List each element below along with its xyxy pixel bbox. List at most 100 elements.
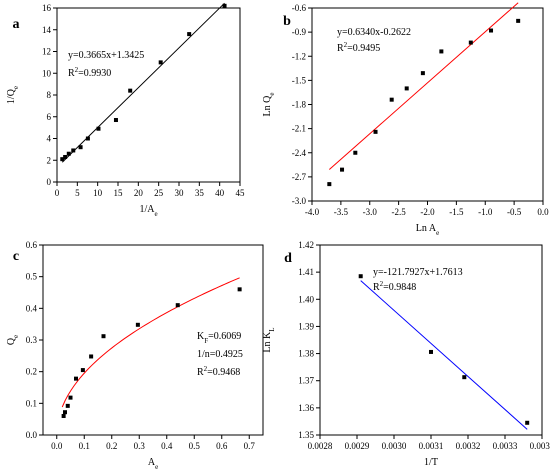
data-point: [327, 182, 332, 187]
y-tick-label: 0.0: [26, 430, 38, 440]
chart-panel-b: -4.0 -3.5 -3.0 -2.5 -2.0 -1.5 -1.0 -0.5 0.0 -3.0 -…: [262, 2, 549, 237]
y-tick-label: 0.2: [26, 367, 37, 377]
x-tick-label: 0.0: [51, 441, 63, 451]
fit-annotation: R2=0.9848: [373, 280, 416, 293]
y-tick-label: -1.5: [292, 75, 307, 85]
data-point: [222, 3, 227, 8]
y-tick-label: 0.4: [26, 303, 38, 313]
y-tick-label: 0.6: [26, 240, 38, 250]
x-tick-label: 0.6: [216, 441, 228, 451]
x-tick-label: -3.5: [334, 207, 349, 217]
data-point: [187, 32, 192, 37]
x-tick-label: 0.2: [106, 441, 117, 451]
plot-frame: [56, 7, 241, 183]
x-tick-label: 0.3: [134, 441, 146, 451]
x-tick-label: 0.1: [79, 441, 90, 451]
data-point: [128, 88, 133, 93]
chart-panel-d: 0.0028 0.0029 0.0030 0.0031 0.0032 0.0033 0.00…: [262, 240, 550, 468]
y-tick-label: 1.42: [298, 240, 314, 250]
x-tick-label: -1.5: [449, 207, 464, 217]
data-point: [135, 322, 140, 327]
x-axis-label: Ln Ae: [416, 223, 439, 237]
y-tick-label: 1.36: [298, 403, 314, 413]
y-tick-label: -2.4: [292, 148, 307, 158]
y-tick-label: 0.5: [26, 272, 38, 282]
x-tick-label: 15: [114, 188, 124, 198]
y-tick-label: 1.38: [298, 349, 314, 359]
y-tick-label: 0: [47, 177, 52, 187]
x-tick-label: 20: [134, 188, 144, 198]
y-tick-label: -3.0: [292, 196, 307, 206]
y-tick-label: 4: [47, 134, 52, 144]
x-tick-label: 0.0034: [530, 441, 550, 451]
y-tick-label: 1.40: [298, 294, 314, 304]
y-tick-label: 14: [42, 25, 52, 35]
y-tick-label: 0.1: [26, 398, 37, 408]
data-point: [74, 376, 78, 381]
y-tick-label: 0.3: [26, 335, 38, 345]
fit-annotation: KF=0.6069: [197, 331, 241, 345]
y-tick-label: 1.37: [298, 376, 314, 386]
y-tick-label: 12: [42, 47, 51, 57]
fit-annotation: 1/n=0.4925: [197, 349, 243, 360]
y-axis-label: Ln KL: [262, 327, 276, 352]
data-point: [63, 154, 68, 159]
fit-annotation: R2=0.9495: [337, 41, 380, 54]
x-tick-label: 35: [195, 188, 205, 198]
fit-annotation: R2=0.9930: [68, 66, 111, 79]
panel-label: c: [13, 249, 19, 264]
data-point: [65, 403, 70, 408]
x-tick-label: -3.0: [363, 207, 378, 217]
x-tick-label: 10: [93, 188, 103, 198]
x-tick-label: 45: [236, 188, 246, 198]
y-tick-label: 8: [47, 90, 52, 100]
data-point: [96, 126, 101, 131]
data-point: [78, 145, 83, 150]
x-tick-label: 5: [75, 188, 80, 198]
fit-annotation: y=-121.7927x+1.7613: [373, 267, 463, 278]
x-tick-label: 0: [55, 188, 60, 198]
data-point: [489, 28, 494, 33]
data-point: [429, 349, 433, 354]
x-tick-label: 0.0: [537, 207, 549, 217]
panel-label: b: [283, 14, 291, 29]
panel-label: d: [284, 251, 292, 266]
y-axis-label: Qe: [6, 335, 20, 345]
y-tick-label: -2.1: [292, 124, 306, 134]
data-point: [89, 354, 94, 359]
data-point: [462, 375, 467, 380]
data-point: [358, 274, 363, 279]
x-tick-label: -1.0: [478, 207, 493, 217]
data-point: [353, 150, 358, 155]
data-point: [85, 136, 90, 141]
data-point: [101, 334, 106, 339]
data-point: [158, 60, 163, 65]
x-tick-label: -4.0: [305, 207, 320, 217]
panel-label: a: [13, 17, 20, 32]
fit-line: [360, 280, 528, 430]
data-point: [389, 97, 394, 102]
y-tick-label: 10: [42, 68, 52, 78]
fit-annotation: y=0.3665x+1.3425: [68, 50, 144, 61]
x-tick-label: 0.0028: [308, 441, 333, 451]
x-tick-label: 30: [175, 188, 185, 198]
x-axis-label: 1/Ae: [139, 204, 157, 218]
y-tick-label: 16: [42, 3, 52, 13]
fit-line: [61, 2, 225, 163]
y-tick-label: 6: [47, 112, 52, 122]
data-point: [113, 118, 118, 123]
x-tick-label: 40: [215, 188, 225, 198]
data-point: [175, 303, 180, 308]
chart-panel-a: 0 5 10 15 20 25 30 35 40 45 0 2 4 6 8 10 12 14 16 y=0.3665x…: [6, 2, 246, 218]
data-point: [71, 148, 76, 153]
data-point: [60, 157, 65, 162]
y-tick-label: -0.9: [292, 27, 307, 37]
data-point: [525, 420, 530, 425]
data-point: [468, 40, 473, 45]
data-point: [61, 414, 66, 418]
chart-panel-c: 0.0 0.1 0.2 0.3 0.4 0.5 0.6 0.7 0.0 0.1 0.2 0.3 0.4 0…: [6, 240, 264, 471]
data-point: [66, 151, 71, 156]
data-point: [63, 410, 67, 415]
data-point: [340, 167, 345, 172]
